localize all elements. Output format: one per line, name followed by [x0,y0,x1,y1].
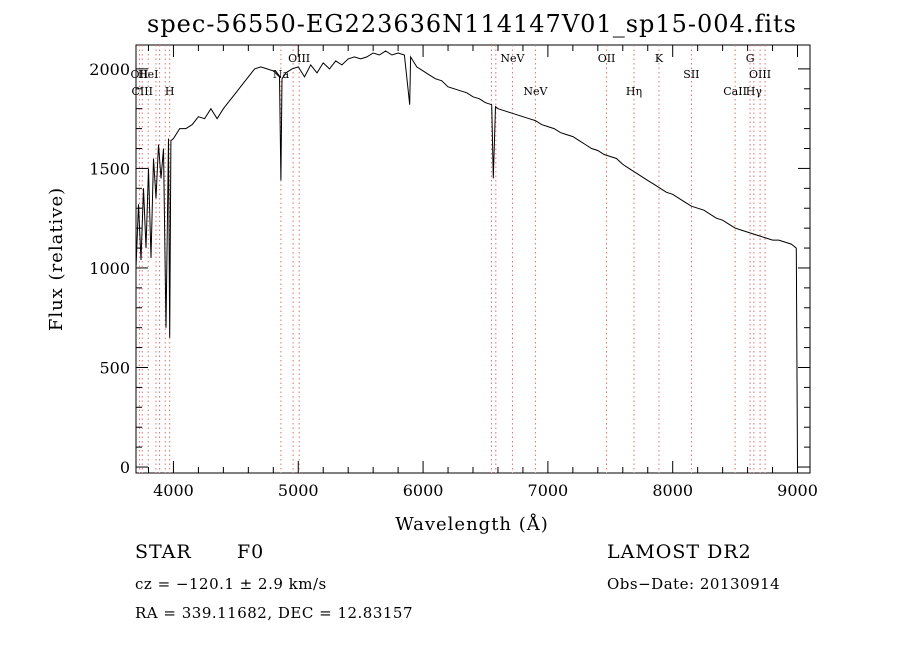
y-tick-label: 1500 [89,159,130,178]
y-tick-label: 1000 [89,259,130,278]
line-label: Hγ [746,85,763,98]
y-tick-label: 500 [99,358,130,377]
line-label: G [746,52,755,65]
redshift-value: cz = −120.1 ± 2.9 km/s [135,575,327,593]
x-tick-label: 9000 [777,481,818,500]
chart-title: spec-56550-EG223636N114147V01_sp15-004.f… [147,10,797,38]
line-label: OIII [749,68,771,81]
x-tick-label: 4000 [153,481,194,500]
observation-date: Obs−Date: 20130914 [607,575,781,593]
y-tick-label: 0 [120,458,130,477]
survey-name: LAMOST DR2 [607,541,752,563]
x-tick-label: 8000 [652,481,693,500]
plot-frame [135,44,811,474]
line-label: CIII [132,85,153,98]
x-tick-label: 7000 [528,481,569,500]
object-class: STAR [135,541,192,563]
x-tick-label: 5000 [278,481,319,500]
line-label: OIII [288,52,310,65]
x-tick-label: 6000 [403,481,444,500]
line-label: CaII [723,85,747,98]
line-label: HeI [138,68,158,81]
line-label: OII [131,68,149,81]
line-label: SII [683,68,699,81]
y-tick-label: 2000 [89,60,130,79]
spectral-line-markers [138,45,766,473]
line-label: Hη [626,85,642,98]
line-label: H [165,85,175,98]
axis-ticks: 4000 5000 6000 7000 8000 9000 0 500 1000 1500 2000 [89,45,818,500]
line-label: NeV [523,85,548,98]
line-label: K [655,52,664,65]
object-subclass: F0 [237,541,265,563]
coordinates: RA = 339.11682, DEC = 12.83157 [135,604,414,622]
line-label: NeV [500,52,525,65]
x-axis-label: Wavelength (Å) [395,513,549,535]
line-label: OII [598,52,616,65]
spectrum-line [135,50,798,468]
y-axis-label: Flux (relative) [46,187,67,331]
line-label: Na [273,68,290,81]
